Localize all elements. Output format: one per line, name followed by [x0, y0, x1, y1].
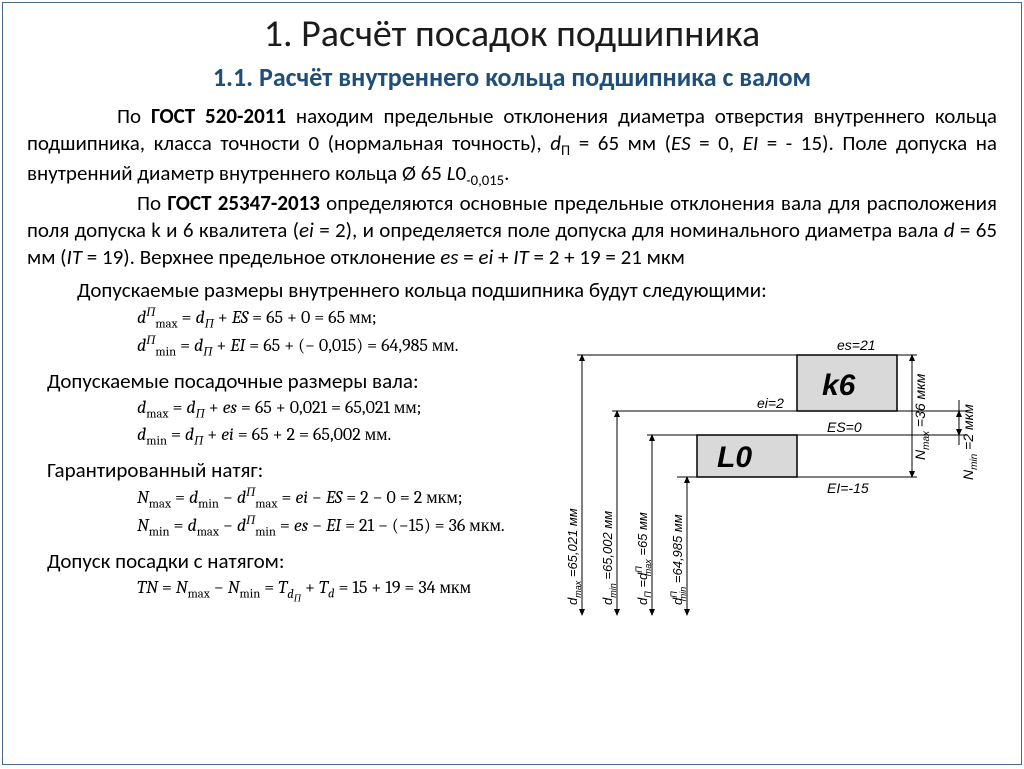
paragraph-2: По ГОСТ 25347-2013 определяются основные…	[27, 190, 997, 271]
tolerance-diagram: k6 L0 es=21 ei=2 ES=0 EI=-15	[547, 305, 987, 625]
eq-block-1: dПmax = dП + ES = 65 + 0 = 65 мм; dПmin …	[137, 305, 547, 362]
ei15-label: EI=-15	[827, 480, 869, 496]
section-4-label: Допуск посадки с натягом:	[47, 548, 547, 574]
ei-label: ei=2	[757, 395, 784, 411]
dp-dmaxp-label: dП =dПmax =65 мм	[634, 512, 653, 605]
section-1-label: Допускаемые размеры внутреннего кольца п…	[77, 277, 997, 303]
eq-block-2: dmax = dП + es = 65 + 0,021 = 65,021 мм;…	[137, 396, 547, 451]
dminp-label: dПmin =64,985 мм	[669, 514, 688, 605]
eq-block-3: Nmax = dmin − dПmax = ei − ES = 2 − 0 = …	[137, 485, 547, 542]
l0-label: L0	[717, 441, 752, 474]
nmin-label: Nmin =2 мкм	[960, 403, 980, 479]
nmax-label: Nmax =36 мкм	[912, 373, 932, 460]
section-2-label: Допускаемые посадочные размеры вала:	[47, 368, 547, 394]
dmin-shaft-label: dmin =65,002 мм	[600, 510, 618, 604]
content-columns: dПmax = dП + ES = 65 + 0 = 65 мм; dПmin …	[27, 305, 997, 606]
eq-block-4: TN = Nmax − Nmin = TdП + Td = 15 + 19 = …	[137, 576, 547, 606]
slide-frame: 1. Расчёт посадок подшипника 1.1. Расчёт…	[2, 2, 1022, 765]
subtitle: 1.1. Расчёт внутреннего кольца подшипник…	[27, 61, 997, 93]
left-column: dПmax = dП + ES = 65 + 0 = 65 мм; dПmin …	[27, 305, 547, 606]
es0-label: ES=0	[827, 419, 862, 435]
dmax-shaft-label: dmax =65,021 мм	[565, 508, 583, 605]
k6-label: k6	[822, 369, 856, 402]
main-title: 1. Расчёт посадок подшипника	[27, 11, 997, 57]
paragraph-1: По ГОСТ 520-2011 находим предельные откл…	[27, 103, 997, 190]
section-3-label: Гарантированный натяг:	[47, 457, 547, 483]
diagram-svg: k6 L0 es=21 ei=2 ES=0 EI=-15	[547, 305, 987, 625]
es-label: es=21	[837, 337, 876, 353]
